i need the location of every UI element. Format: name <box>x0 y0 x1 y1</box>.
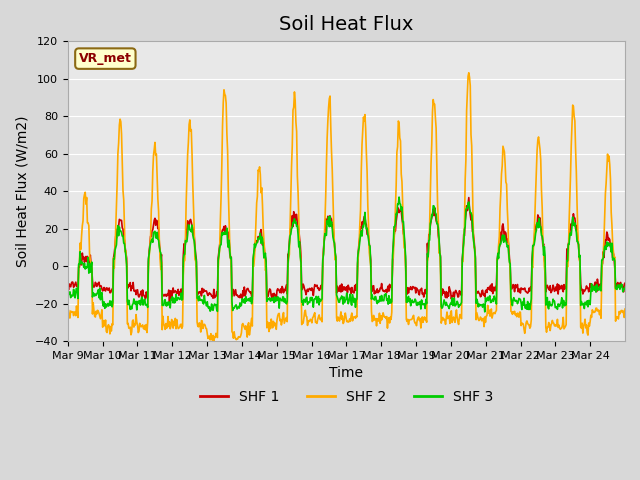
SHF 3 <box>129 300 137 306</box>
SHF 1 <box>465 195 473 201</box>
SHF 2 <box>129 317 137 323</box>
SHF 3 <box>259 244 267 250</box>
SHF 3 <box>436 250 444 255</box>
SHF 3 <box>481 309 488 315</box>
SHF 2 <box>64 309 72 315</box>
SHF 1 <box>64 281 72 287</box>
SHF 1 <box>621 280 629 286</box>
Y-axis label: Soil Heat Flux (W/m2): Soil Heat Flux (W/m2) <box>15 115 29 267</box>
SHF 3 <box>232 302 239 308</box>
Line: SHF 1: SHF 1 <box>68 198 625 302</box>
X-axis label: Time: Time <box>330 366 364 381</box>
SHF 3 <box>64 294 72 300</box>
Title: Soil Heat Flux: Soil Heat Flux <box>279 15 413 34</box>
SHF 3 <box>396 194 403 200</box>
SHF 2 <box>621 306 629 312</box>
SHF 1 <box>166 299 173 305</box>
SHF 2 <box>465 70 473 76</box>
Text: VR_met: VR_met <box>79 52 132 65</box>
SHF 3 <box>404 294 412 300</box>
SHF 2 <box>232 337 240 343</box>
SHF 2 <box>404 322 412 327</box>
SHF 1 <box>129 279 137 285</box>
SHF 1 <box>232 292 240 298</box>
SHF 1 <box>281 288 289 294</box>
SHF 2 <box>436 250 444 255</box>
SHF 1 <box>260 240 268 246</box>
SHF 3 <box>280 299 288 305</box>
SHF 2 <box>210 338 218 344</box>
SHF 1 <box>404 290 412 296</box>
SHF 1 <box>436 250 444 255</box>
SHF 2 <box>260 238 268 244</box>
Line: SHF 3: SHF 3 <box>68 197 625 312</box>
Legend: SHF 1, SHF 2, SHF 3: SHF 1, SHF 2, SHF 3 <box>195 384 499 409</box>
SHF 2 <box>281 318 289 324</box>
Line: SHF 2: SHF 2 <box>68 73 625 341</box>
SHF 3 <box>621 284 629 290</box>
